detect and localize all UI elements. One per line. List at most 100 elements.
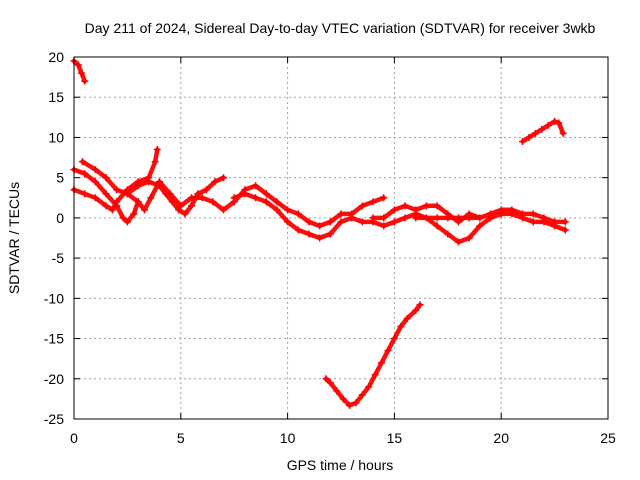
data-point bbox=[151, 158, 159, 166]
data-point bbox=[433, 202, 441, 210]
data-point bbox=[444, 214, 452, 222]
data-point bbox=[412, 214, 420, 222]
data-point bbox=[81, 77, 89, 85]
data-point bbox=[153, 146, 161, 154]
data-point bbox=[337, 210, 345, 218]
data-point bbox=[531, 129, 539, 137]
series-line bbox=[71, 147, 160, 213]
data-point bbox=[380, 194, 388, 202]
series-track-g bbox=[369, 202, 569, 226]
x-tick-label: 25 bbox=[600, 430, 616, 446]
data-point bbox=[145, 178, 153, 186]
data-point bbox=[252, 182, 260, 190]
data-point bbox=[123, 218, 131, 226]
data-point bbox=[538, 125, 546, 133]
data-point bbox=[102, 174, 110, 182]
x-tick-label: 20 bbox=[493, 430, 509, 446]
y-tick-label: -25 bbox=[44, 411, 64, 427]
data-point bbox=[326, 230, 334, 238]
data-point bbox=[119, 214, 127, 222]
data-point bbox=[79, 158, 87, 166]
y-tick-label: -5 bbox=[52, 250, 65, 266]
y-axis-label: SDTVAR / TECUs bbox=[6, 182, 22, 294]
x-axis: 0 5 10 15 20 25 bbox=[70, 57, 616, 446]
data-point bbox=[284, 218, 292, 226]
data-point bbox=[339, 395, 347, 403]
series-track-b bbox=[70, 146, 161, 214]
data-point bbox=[529, 218, 537, 226]
data-point bbox=[444, 230, 452, 238]
data-point bbox=[220, 206, 228, 214]
data-point bbox=[380, 214, 388, 222]
data-point bbox=[140, 206, 148, 214]
series-line bbox=[125, 179, 386, 229]
data-point bbox=[333, 387, 341, 395]
data-point bbox=[551, 117, 559, 125]
data-point bbox=[390, 218, 398, 226]
data-point bbox=[559, 129, 567, 137]
data-point bbox=[540, 214, 548, 222]
data-point bbox=[371, 371, 379, 379]
data-point bbox=[433, 222, 441, 230]
x-tick-label: 10 bbox=[280, 430, 296, 446]
series-track-f bbox=[230, 190, 569, 246]
data-point bbox=[262, 198, 270, 206]
data-point bbox=[369, 198, 377, 206]
x-tick-label: 15 bbox=[387, 430, 403, 446]
data-point bbox=[358, 218, 366, 226]
data-point bbox=[220, 174, 228, 182]
data-point bbox=[555, 119, 563, 127]
series-track-h bbox=[412, 214, 484, 222]
data-point bbox=[91, 178, 99, 186]
data-point bbox=[337, 218, 345, 226]
series-track-e bbox=[123, 178, 388, 230]
data-point bbox=[198, 194, 206, 202]
y-tick-label: 10 bbox=[48, 129, 64, 145]
series-track-a bbox=[70, 57, 89, 85]
data-point bbox=[384, 347, 392, 355]
data-point bbox=[369, 214, 377, 222]
data-point bbox=[401, 202, 409, 210]
y-tick-label: 15 bbox=[48, 89, 64, 105]
data-point bbox=[348, 214, 356, 222]
y-tick-label: -20 bbox=[44, 371, 64, 387]
data-point bbox=[465, 234, 473, 242]
y-tick-label: -10 bbox=[44, 290, 64, 306]
data-point bbox=[346, 401, 354, 409]
data-point bbox=[187, 194, 195, 202]
data-point bbox=[365, 383, 373, 391]
data-point bbox=[561, 218, 569, 226]
data-point bbox=[113, 202, 121, 210]
data-point bbox=[544, 121, 552, 129]
plot-frame bbox=[73, 56, 609, 420]
data-point bbox=[273, 198, 281, 206]
plot-area bbox=[70, 57, 569, 409]
data-point bbox=[358, 202, 366, 210]
data-point bbox=[422, 202, 430, 210]
data-point bbox=[416, 301, 424, 309]
y-tick-label: 0 bbox=[56, 210, 64, 226]
data-point bbox=[202, 186, 210, 194]
data-point bbox=[305, 230, 313, 238]
data-point bbox=[123, 190, 131, 198]
data-point bbox=[390, 335, 398, 343]
data-point bbox=[390, 206, 398, 214]
series-line bbox=[71, 58, 87, 84]
data-point bbox=[284, 206, 292, 214]
data-point bbox=[77, 69, 85, 77]
data-point bbox=[241, 190, 249, 198]
data-point bbox=[326, 218, 334, 226]
data-point bbox=[412, 306, 420, 314]
data-point bbox=[551, 218, 559, 226]
data-point bbox=[74, 61, 82, 69]
data-point bbox=[262, 190, 270, 198]
data-point bbox=[401, 214, 409, 222]
data-point bbox=[91, 194, 99, 202]
data-point bbox=[155, 178, 163, 186]
data-point bbox=[412, 206, 420, 214]
data-point bbox=[378, 359, 386, 367]
data-point bbox=[519, 137, 527, 145]
data-point bbox=[294, 210, 302, 218]
data-point bbox=[305, 218, 313, 226]
data-point bbox=[181, 210, 189, 218]
